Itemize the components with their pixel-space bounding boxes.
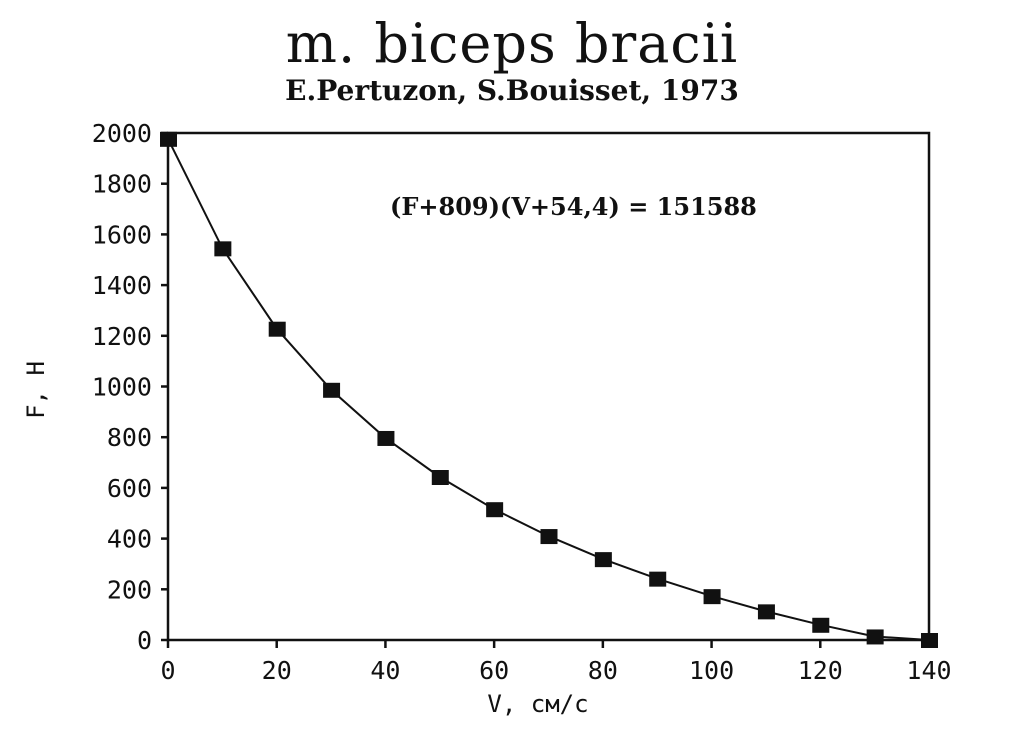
y-tick-label: 600: [107, 474, 152, 503]
x-tick-label: 140: [906, 656, 951, 685]
data-point-marker: [214, 241, 232, 257]
x-tick-label: 120: [798, 656, 843, 685]
chart-title: m. biceps bracii: [285, 12, 739, 75]
y-tick-label: 0: [137, 626, 152, 655]
data-point-marker: [812, 617, 830, 633]
data-point-marker: [486, 502, 504, 518]
y-tick-label: 2000: [92, 119, 152, 148]
y-tick-label: 800: [107, 423, 152, 452]
x-tick-label: 40: [370, 656, 400, 685]
y-tick-label: 1600: [92, 220, 152, 249]
y-axis-label: F, Н: [22, 361, 50, 419]
data-series: [160, 131, 938, 648]
data-point-marker: [268, 321, 286, 337]
x-tick-label: 100: [689, 656, 734, 685]
data-point-marker: [649, 571, 667, 587]
chart-subtitle: E.Pertuzon, S.Bouisset, 1973: [285, 74, 739, 107]
x-tick-label: 60: [479, 656, 509, 685]
formula-annotation: (F+809)(V+54,4) = 151588: [390, 192, 757, 221]
data-point-marker: [540, 529, 558, 545]
data-point-marker: [757, 604, 775, 620]
y-tick-label: 1000: [92, 373, 152, 402]
y-tick-label: 1800: [92, 170, 152, 199]
data-point-marker: [703, 589, 721, 605]
data-point-marker: [323, 382, 341, 398]
y-tick-label: 200: [107, 575, 152, 604]
data-point-marker: [594, 552, 612, 568]
x-axis-label: V, см/с: [487, 690, 588, 718]
x-tick-label: 0: [160, 656, 175, 685]
data-point-marker: [431, 469, 449, 485]
y-tick-label: 1400: [92, 271, 152, 300]
data-point-marker: [377, 430, 395, 446]
y-tick-label: 1200: [92, 322, 152, 351]
y-tick-label: 400: [107, 525, 152, 554]
data-point-marker: [160, 131, 177, 147]
data-point-marker: [866, 629, 884, 645]
x-tick-label: 80: [588, 656, 618, 685]
plot-axes: 0 200 400 600 800 1000 1200 1400 1600 1800 2000 0 20…: [92, 119, 952, 685]
data-point-marker: [921, 633, 938, 648]
x-tick-label: 20: [262, 656, 292, 685]
